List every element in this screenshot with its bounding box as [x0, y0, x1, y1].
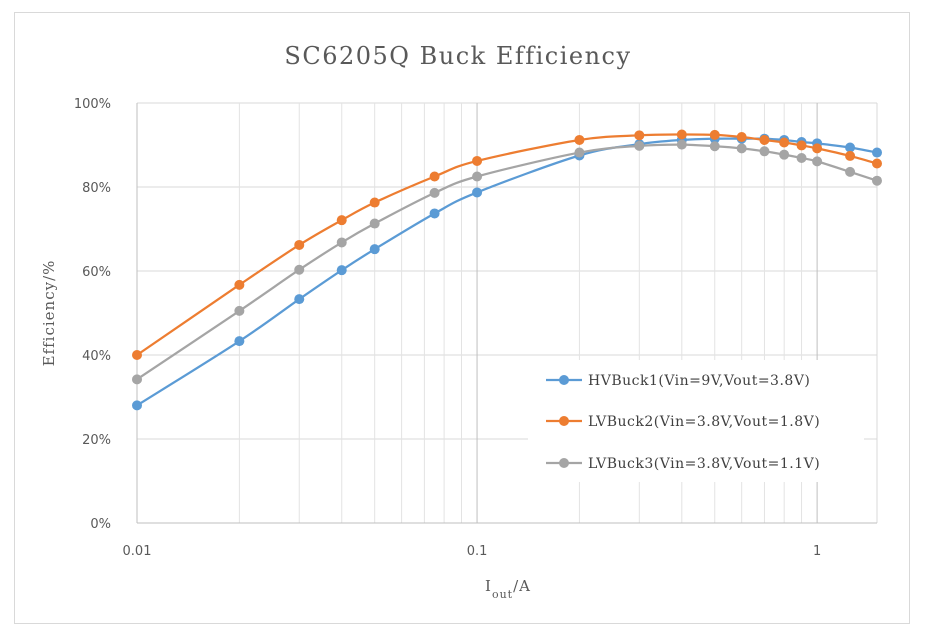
data-point — [676, 129, 687, 140]
data-point — [336, 265, 347, 276]
data-point — [845, 150, 856, 161]
data-point — [429, 171, 440, 182]
data-point — [132, 400, 142, 411]
series-line-2 — [135, 133, 879, 357]
y-axis-title: Efficiency/% — [40, 260, 58, 367]
data-point — [234, 336, 245, 347]
data-point — [336, 215, 347, 226]
data-point — [294, 264, 305, 275]
legend-marker-swatch — [559, 375, 569, 385]
y-tick-label: 20% — [82, 433, 111, 448]
data-point — [812, 156, 823, 167]
data-point — [336, 237, 347, 248]
data-point — [369, 244, 380, 255]
data-point — [234, 305, 245, 316]
x-axis-title-main: I — [485, 577, 492, 595]
data-point — [872, 158, 882, 169]
data-point — [845, 166, 856, 177]
data-point — [796, 140, 807, 151]
x-tick-label: 1 — [813, 544, 821, 559]
chart-title: SC6205Q Buck Efficiency — [284, 42, 631, 70]
data-point — [872, 175, 882, 186]
data-point — [676, 139, 687, 150]
legend-item-2: LVBuck2(Vin=3.8V,Vout=1.8V) — [546, 414, 820, 430]
y-axis-ticks: 0% 20% 40% 60% 80% 100% — [74, 97, 111, 532]
data-point — [736, 132, 747, 143]
data-point — [294, 239, 305, 250]
data-point — [872, 147, 882, 158]
data-point — [472, 155, 483, 166]
series-markers — [132, 129, 882, 411]
x-axis-ticks: 0.01 0.1 1 — [123, 544, 822, 559]
data-point — [574, 147, 585, 158]
legend-item-1: HVBuck1(Vin=9V,Vout=3.8V) — [546, 373, 810, 389]
legend-label: LVBuck2(Vin=3.8V,Vout=1.8V) — [588, 414, 820, 430]
data-point — [472, 171, 483, 182]
y-tick-label: 40% — [82, 349, 111, 364]
data-point — [472, 187, 483, 198]
data-point — [294, 294, 305, 305]
legend-marker-swatch — [559, 458, 569, 468]
data-point — [759, 146, 770, 157]
legend-label: LVBuck3(Vin=3.8V,Vout=1.1V) — [588, 456, 820, 472]
x-axis-title-subscript: out — [492, 588, 513, 601]
data-point — [779, 137, 790, 148]
data-point — [429, 187, 440, 198]
y-tick-label: 100% — [74, 97, 111, 112]
data-point — [796, 153, 807, 164]
y-tick-label: 60% — [82, 265, 111, 280]
data-point — [574, 134, 585, 145]
x-axis-title: Iout/A — [485, 577, 531, 601]
series-2-points — [132, 129, 882, 360]
data-point — [369, 197, 380, 208]
data-point — [709, 141, 720, 152]
legend-label: HVBuck1(Vin=9V,Vout=3.8V) — [588, 373, 810, 389]
data-point — [634, 140, 645, 151]
data-point — [845, 142, 856, 153]
data-point — [779, 149, 790, 160]
data-point — [709, 129, 720, 140]
legend: HVBuck1(Vin=9V,Vout=3.8V) LVBuck2(Vin=3.8… — [546, 373, 820, 472]
data-point — [234, 279, 245, 290]
data-point — [759, 134, 770, 145]
data-point — [132, 350, 142, 360]
data-point — [634, 130, 645, 141]
data-point — [736, 143, 747, 154]
data-point — [429, 208, 440, 219]
series-layer — [132, 129, 882, 411]
x-axis-title-suffix: /A — [513, 577, 531, 595]
legend-marker-swatch — [559, 416, 569, 426]
x-tick-label: 0.1 — [467, 544, 488, 559]
plot-frame — [137, 103, 878, 524]
chart-area — [14, 12, 910, 624]
data-point — [812, 143, 823, 154]
y-tick-label: 0% — [90, 517, 111, 532]
legend-box — [528, 360, 864, 482]
series-3-points — [132, 139, 882, 385]
y-tick-label: 80% — [82, 181, 111, 196]
legend-item-3: LVBuck3(Vin=3.8V,Vout=1.1V) — [546, 456, 820, 472]
data-point — [369, 218, 380, 229]
data-point — [132, 374, 142, 385]
x-tick-label: 0.01 — [123, 544, 152, 559]
